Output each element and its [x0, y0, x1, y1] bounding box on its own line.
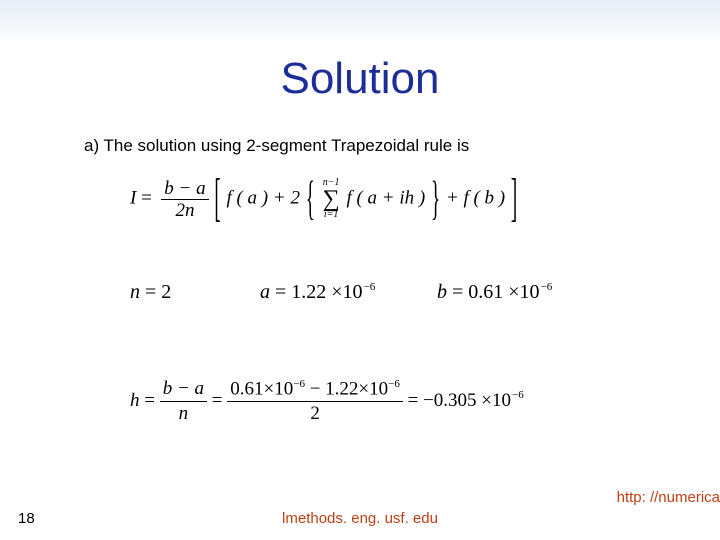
- formula-n: n = 2: [130, 281, 171, 304]
- n-rhs: 2: [161, 281, 171, 303]
- equals-sign: =: [452, 281, 468, 303]
- fraction-ba-n: b − a n: [160, 378, 207, 425]
- slide-title: Solution: [0, 54, 720, 104]
- b-coeff: 0.61: [468, 281, 503, 303]
- frac-num: b − a: [161, 179, 208, 199]
- open-bracket-icon: [: [213, 172, 221, 225]
- h-rhs-exp: −6: [511, 389, 524, 401]
- formula-h: h = b − a n = 0.61×10−6 − 1.22×10−6 2 = …: [130, 378, 524, 425]
- exp-a: −6: [293, 378, 305, 390]
- fraction-numeric: 0.61×10−6 − 1.22×10−6 2: [227, 378, 403, 425]
- frac2-num: 0.61×10−6 − 1.22×10−6: [227, 378, 403, 401]
- b-lhs: b: [437, 281, 447, 303]
- header-gradient: [0, 0, 720, 42]
- frac2-num-b: 1.22: [325, 378, 358, 399]
- footer-center-text: lmethods. eng. usf. edu: [0, 510, 720, 527]
- equals-sign: =: [141, 187, 156, 208]
- close-brace-icon: }: [430, 175, 441, 223]
- open-brace-icon: {: [305, 175, 316, 223]
- a-exponent: −6: [363, 281, 376, 293]
- frac1-den: n: [160, 401, 207, 425]
- formula-b: b = 0.61 ×10−6: [437, 281, 552, 304]
- times-sign: ×10: [508, 281, 539, 303]
- equals-sign: =: [408, 390, 423, 411]
- formula-term3: + f ( b ): [446, 187, 505, 208]
- a-lhs: a: [260, 281, 270, 303]
- sigma-icon: n−1 ∑ i=1: [323, 178, 340, 220]
- formula-main: I = b − a 2n [ f ( a ) + 2 { n−1 ∑ i=1 f…: [130, 178, 518, 220]
- equals-sign: =: [212, 390, 227, 411]
- exp-b: −6: [388, 378, 400, 390]
- formula-a: a = 1.22 ×10−6: [260, 281, 375, 304]
- a-coeff: 1.22: [291, 281, 326, 303]
- formula-term1: f ( a ) + 2: [226, 187, 300, 208]
- n-lhs: n: [130, 281, 140, 303]
- formula-lhs: I: [130, 187, 136, 208]
- h-rhs-coeff: −0.305: [423, 390, 476, 411]
- equals-sign: =: [145, 281, 161, 303]
- frac2-num-a: 0.61: [230, 378, 263, 399]
- h-lhs: h: [130, 390, 140, 411]
- equals-sign: =: [144, 390, 159, 411]
- subtitle-text: a) The solution using 2-segment Trapezoi…: [84, 136, 469, 156]
- sigma-lower: i=1: [323, 209, 340, 220]
- times-sign: ×10: [481, 390, 511, 411]
- equals-sign: =: [275, 281, 291, 303]
- frac1-num: b − a: [160, 378, 207, 401]
- formula-term2: f ( a + ih ): [346, 187, 425, 208]
- b-exponent: −6: [540, 281, 553, 293]
- close-bracket-icon: ]: [510, 172, 518, 225]
- frac2-den: 2: [227, 401, 403, 425]
- fraction-ba-2n: b − a 2n: [161, 179, 208, 220]
- frac-den: 2n: [161, 199, 208, 220]
- footer-right-text: http: //numerica: [617, 489, 720, 506]
- times-sign: ×10: [331, 281, 362, 303]
